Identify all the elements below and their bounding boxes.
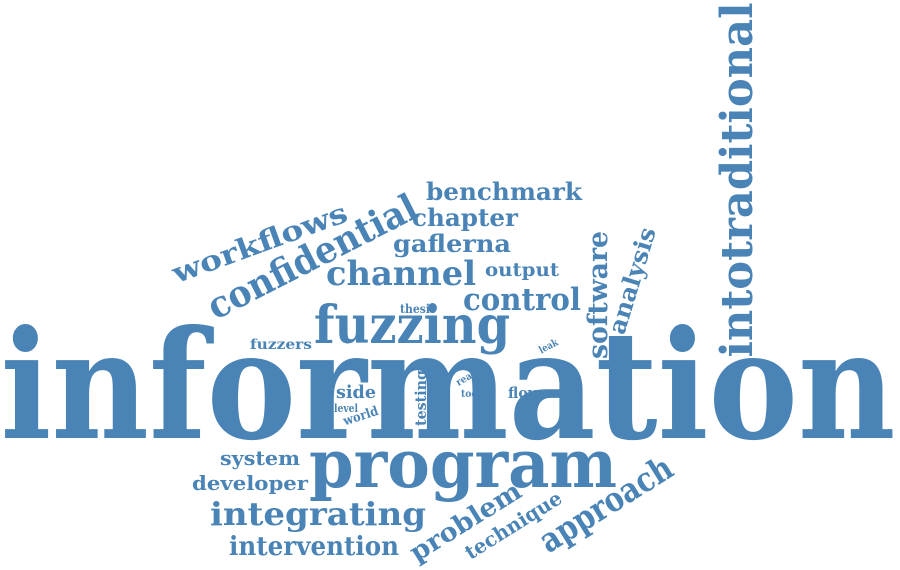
word-chapter: chapter <box>412 203 518 232</box>
word-tool: tool <box>461 389 481 400</box>
word-integrating: integrating <box>210 495 426 533</box>
word-system: system <box>220 446 300 470</box>
word-flow: flow <box>508 384 541 402</box>
word-program: program <box>309 425 617 503</box>
word-developer: developer <box>192 471 308 495</box>
word-output: output <box>485 259 559 281</box>
word-fuzzing: fuzzing <box>314 295 510 356</box>
word-fuzzers: fuzzers <box>250 337 312 353</box>
word-gaflerna: gaflerna <box>393 229 511 258</box>
word-side: side <box>336 382 376 403</box>
word-control: control <box>463 282 581 318</box>
word-channel: channel <box>326 254 476 294</box>
word-intotraditional: intotraditional <box>712 3 763 358</box>
word-testing: testing <box>412 370 430 426</box>
word-software: software <box>583 231 614 359</box>
word-benchmark: benchmark <box>426 177 583 206</box>
word-information: information <box>1 298 896 474</box>
word-intervention: intervention <box>229 532 399 562</box>
word-level: level <box>334 402 358 415</box>
word-thesis: thesis <box>400 302 436 316</box>
